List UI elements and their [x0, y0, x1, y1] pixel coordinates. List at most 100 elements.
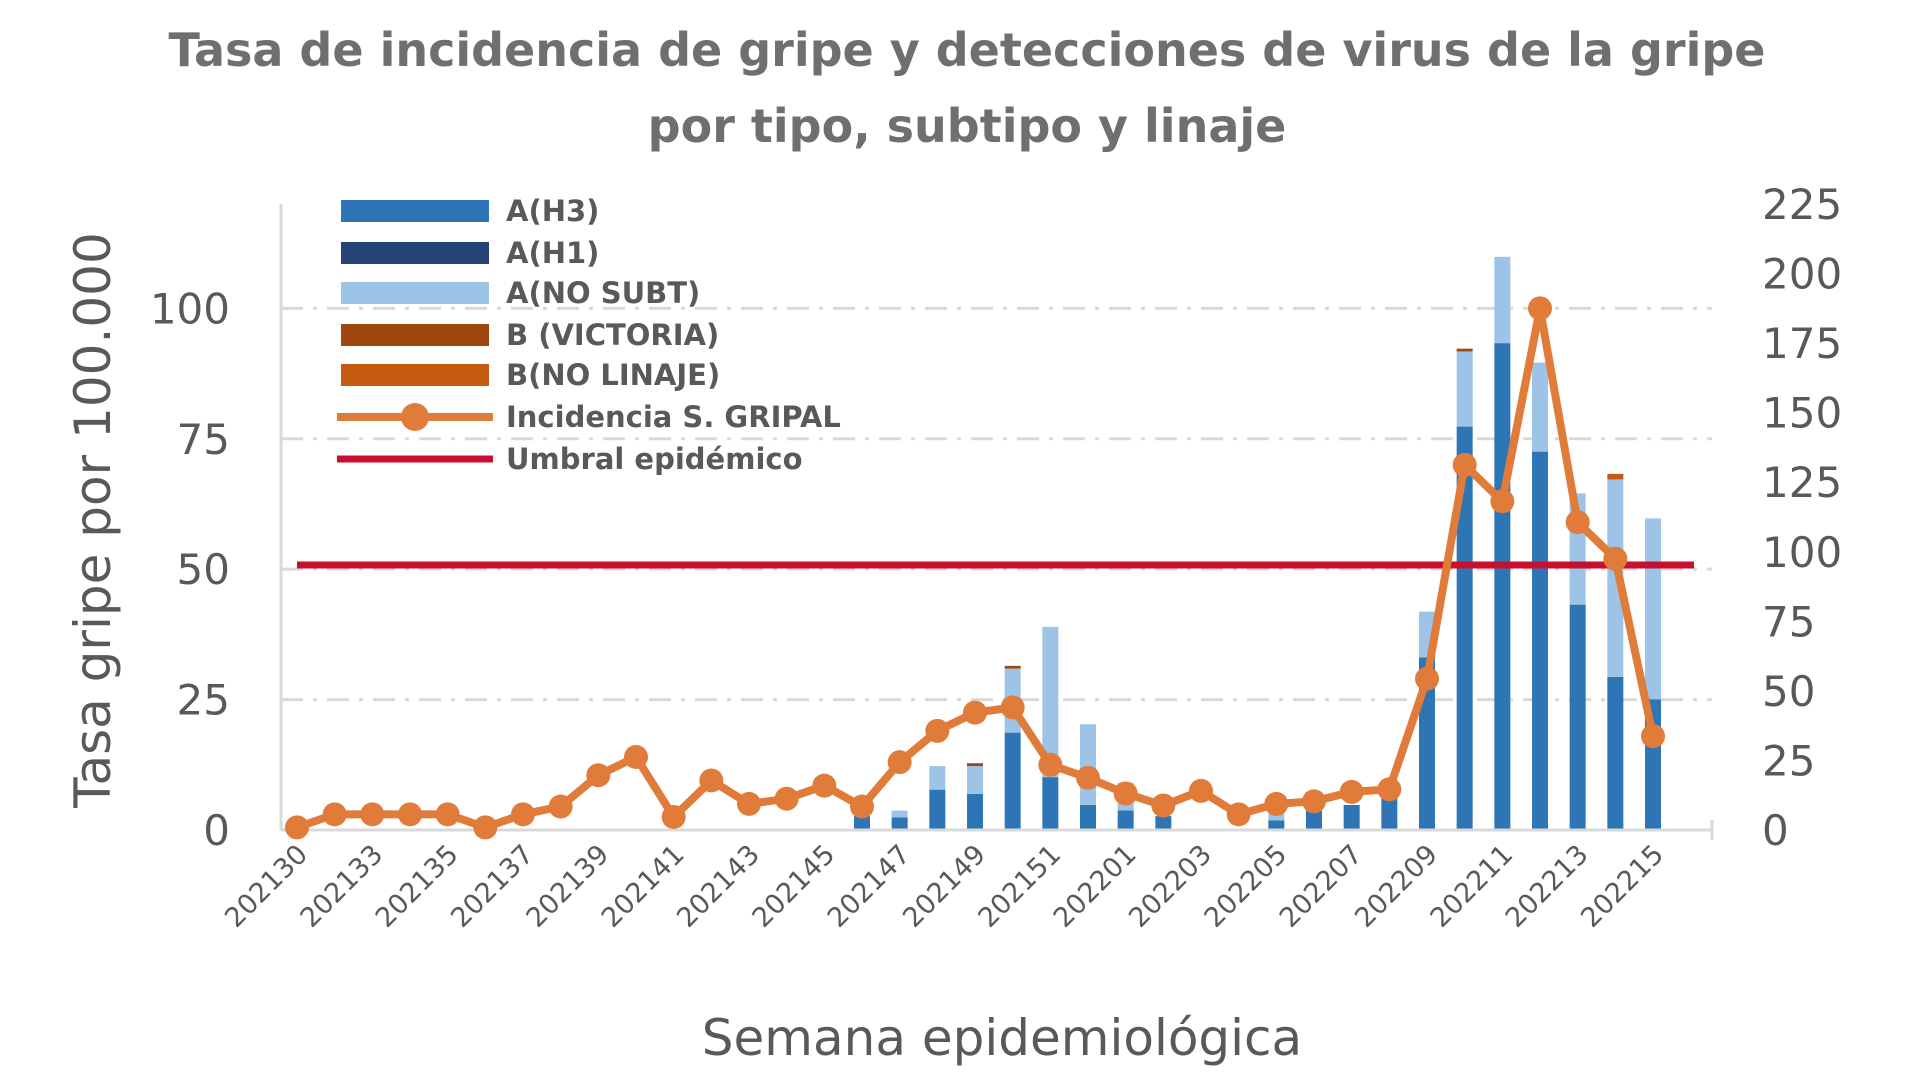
bar-segment: [1381, 798, 1398, 830]
x-tick-label: 202215: [1575, 839, 1670, 934]
incidence-point: [737, 791, 761, 816]
incidence-point: [1038, 752, 1063, 777]
incidence-point: [1452, 452, 1477, 477]
y-right-tick-label: 175: [1762, 319, 1842, 368]
incidence-point: [322, 802, 347, 827]
bar-segment: [1532, 451, 1548, 830]
axes: [279, 204, 1714, 840]
incidence-point: [774, 786, 799, 811]
incidence-point: [1113, 781, 1138, 806]
legend-label: A(H3): [506, 194, 599, 228]
y-right-tick-label: 200: [1762, 250, 1842, 299]
y-right-tick-label: 25: [1762, 736, 1815, 785]
bar-segment: [1456, 426, 1473, 830]
legend-label: A(H1): [506, 236, 599, 270]
x-axis-title: Semana epidemiológica: [702, 1009, 1302, 1067]
bar-segment: [1456, 348, 1473, 352]
bar-segment: [1306, 810, 1322, 830]
incidence-point: [1189, 778, 1213, 803]
incidence-point: [1415, 666, 1439, 691]
bar-segment: [1494, 343, 1511, 830]
incidence-point: [435, 802, 460, 827]
legend-label: Umbral epidémico: [506, 442, 803, 476]
incidence-point: [285, 815, 309, 840]
y-right-tick-label: 50: [1762, 667, 1815, 716]
incidence-point: [661, 804, 686, 829]
x-tick-label: 202147: [822, 839, 917, 934]
bar-segment: [1117, 810, 1134, 830]
bar-segment: [967, 763, 983, 767]
incidence-point: [850, 794, 874, 819]
bar-segment: [1080, 804, 1096, 830]
y-right-tick-label: 225: [1762, 180, 1842, 229]
incidence-point: [624, 744, 648, 769]
bar-segment: [1607, 676, 1624, 830]
incidence-point: [1302, 789, 1326, 814]
bar-segment: [1645, 518, 1661, 700]
x-tick-label: 202211: [1424, 839, 1519, 934]
y-left-tick-label: 0: [203, 806, 230, 855]
x-tick-label: 202201: [1048, 839, 1143, 934]
incidence-point: [925, 718, 950, 743]
incidence-point: [1641, 724, 1665, 749]
bars: [816, 256, 1661, 830]
y-axis-title: Tasa gripe por 100.000: [64, 232, 122, 809]
x-tick-label: 202203: [1123, 839, 1218, 934]
incidence-point: [887, 750, 912, 775]
y-left-tick-label: 50: [177, 545, 230, 594]
legend-label: A(NO SUBT): [506, 276, 700, 310]
bar-segment: [1042, 626, 1059, 778]
incidence-point: [1528, 296, 1552, 321]
y-right-tick-label: 0: [1762, 806, 1789, 855]
x-tick-label: 202209: [1349, 839, 1444, 934]
incidence-point: [473, 815, 498, 840]
bar-segment: [1607, 473, 1624, 480]
incidence-point: [586, 763, 611, 788]
chart-title-line1: Tasa de incidencia de gripe y deteccione…: [169, 23, 1766, 77]
incidence-point: [1264, 791, 1289, 816]
legend-swatch: [341, 242, 489, 264]
x-tick-label: 202151: [972, 839, 1067, 934]
incidence-point: [1151, 793, 1176, 818]
bar-segment: [1494, 256, 1511, 344]
y-axis-left-ticks: 0 25 50 75 100: [150, 284, 230, 855]
bar-segment: [1456, 351, 1473, 427]
x-tick-label: 202137: [445, 839, 540, 934]
legend-swatch: [341, 200, 489, 222]
bar-segment: [1268, 820, 1285, 830]
x-tick-label: 202207: [1274, 839, 1369, 934]
y-right-tick-label: 75: [1762, 597, 1815, 646]
incidence-point: [360, 802, 385, 827]
bar-segment: [891, 817, 908, 830]
incidence-point: [548, 794, 573, 819]
bar-segment: [1569, 604, 1586, 830]
x-tick-label: 202130: [219, 839, 314, 934]
y-axis-right-ticks: 0 25 50 75 100 125 150 175 200 225: [1762, 180, 1842, 855]
bar-segment: [967, 766, 983, 794]
incidence-line: [285, 296, 1665, 840]
y-right-tick-label: 150: [1762, 389, 1842, 438]
legend-label: B (VICTORIA): [506, 318, 719, 352]
x-tick-label: 202141: [596, 839, 691, 934]
legend-marker: [401, 403, 429, 431]
bar-segment: [1343, 804, 1360, 830]
bar-segment: [1004, 732, 1021, 830]
x-tick-label: 202133: [294, 839, 389, 934]
legend-label: B(NO LINAJE): [506, 358, 720, 392]
incidence-point: [1000, 695, 1025, 720]
x-tick-label: 202143: [671, 839, 766, 934]
bar-segment: [1042, 777, 1059, 830]
bar-segment: [929, 789, 946, 830]
bar-segment: [1080, 724, 1096, 805]
legend-swatch: [341, 324, 489, 346]
bar-segment: [854, 816, 870, 830]
bar-segment: [1607, 479, 1624, 677]
legend: A(H3) A(H1) A(NO SUBT) B (VICTORIA) B(NO LIN…: [337, 194, 841, 476]
bar-segment: [1155, 816, 1172, 830]
incidence-point: [398, 802, 422, 827]
bar-segment: [891, 810, 908, 818]
y-right-tick-label: 100: [1762, 528, 1842, 577]
x-tick-label: 202149: [897, 839, 992, 934]
bar-segment: [1004, 665, 1021, 669]
bar-segment: [967, 793, 983, 830]
